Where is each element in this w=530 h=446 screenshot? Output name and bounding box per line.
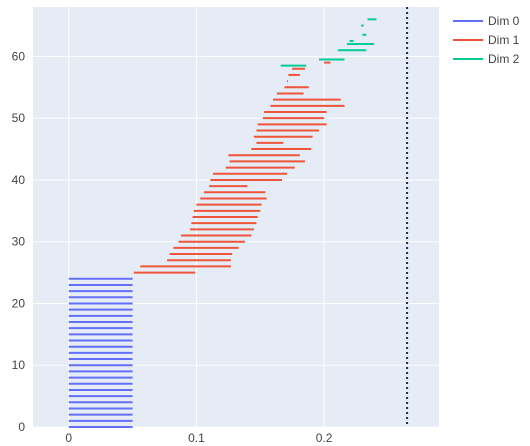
legend-label: Dim 1 [488, 33, 520, 47]
legend-label: Dim 2 [488, 52, 520, 66]
x-tick-label: 0 [65, 431, 72, 445]
legend-item-dim-1[interactable]: Dim 1 [453, 33, 520, 47]
series-dim-1 [133, 61, 345, 274]
legend-label: Dim 0 [488, 14, 520, 28]
legend-item-dim-0[interactable]: Dim 0 [453, 14, 520, 28]
y-tick-label: 50 [12, 111, 26, 125]
y-tick-label: 40 [12, 173, 26, 187]
y-tick-label: 60 [12, 49, 26, 63]
x-tick-label: 0.2 [316, 431, 333, 445]
x-tick-label: 0.1 [188, 431, 205, 445]
y-axis-ticks: 0 10 20 30 40 50 60 [12, 49, 26, 434]
y-tick-label: 30 [12, 235, 26, 249]
y-tick-label: 0 [18, 420, 25, 434]
series-dim-0 [68, 277, 133, 428]
legend[interactable]: Dim 0 Dim 1 Dim 2 [453, 14, 520, 66]
series-dim-2 [280, 18, 377, 67]
x-axis-ticks: 0 0.1 0.2 [65, 431, 332, 445]
y-tick-label: 10 [12, 358, 26, 372]
y-tick-label: 20 [12, 296, 26, 310]
legend-item-dim-2[interactable]: Dim 2 [453, 52, 520, 66]
persistence-bars [68, 18, 377, 428]
